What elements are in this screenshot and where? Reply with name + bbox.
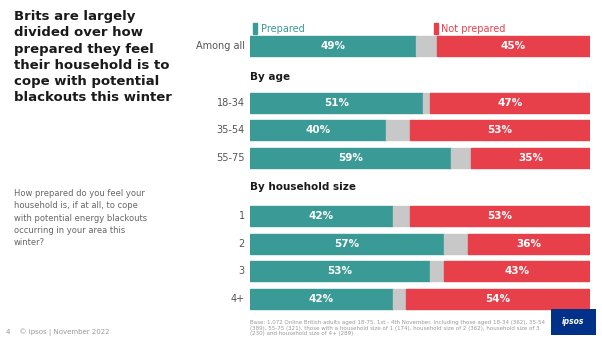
- Bar: [417, 36, 437, 56]
- Text: Among all: Among all: [196, 41, 245, 51]
- Text: 1: 1: [238, 211, 245, 221]
- Bar: [250, 234, 444, 254]
- Bar: [253, 23, 257, 34]
- Bar: [437, 36, 590, 56]
- Text: 2: 2: [238, 239, 245, 249]
- Text: 53%: 53%: [488, 125, 512, 135]
- Bar: [393, 206, 410, 226]
- Bar: [410, 206, 590, 226]
- Text: Brits are largely
divided over how
prepared they feel
their household is to
cope: Brits are largely divided over how prepa…: [14, 10, 172, 104]
- Bar: [393, 289, 406, 309]
- Text: 3: 3: [238, 266, 245, 276]
- Text: 4    © Ipsos | November 2022: 4 © Ipsos | November 2022: [6, 329, 110, 336]
- Bar: [406, 289, 590, 309]
- Text: 35-54: 35-54: [217, 125, 245, 135]
- Text: 36%: 36%: [517, 239, 541, 249]
- Bar: [430, 93, 590, 113]
- Text: 43%: 43%: [504, 266, 529, 276]
- Text: Prepared: Prepared: [261, 24, 305, 34]
- Text: 54%: 54%: [486, 294, 510, 304]
- Text: 42%: 42%: [309, 294, 334, 304]
- Text: Base: 1,072 Online British adults aged 18-75, 1st - 4th November. Including thos: Base: 1,072 Online British adults aged 1…: [250, 320, 545, 336]
- Text: 4+: 4+: [231, 294, 245, 304]
- Text: Not prepared: Not prepared: [441, 24, 505, 34]
- Text: 53%: 53%: [327, 266, 352, 276]
- Text: 35%: 35%: [518, 153, 543, 163]
- Text: 59%: 59%: [338, 153, 362, 163]
- Text: 55-75: 55-75: [216, 153, 245, 163]
- Bar: [250, 206, 393, 226]
- Text: How prepared do you feel your
household is, if at all, to cope
with potential en: How prepared do you feel your household …: [14, 189, 147, 247]
- Bar: [250, 148, 450, 168]
- Bar: [450, 148, 471, 168]
- Bar: [471, 148, 590, 168]
- Text: 18-34: 18-34: [217, 98, 245, 108]
- Bar: [410, 120, 590, 140]
- Text: By household size: By household size: [250, 182, 356, 192]
- Bar: [444, 234, 468, 254]
- Text: 47%: 47%: [497, 98, 523, 108]
- Text: 45%: 45%: [501, 41, 526, 51]
- Text: ipsos: ipsos: [562, 317, 585, 327]
- Bar: [250, 289, 393, 309]
- Bar: [468, 234, 590, 254]
- Text: 40%: 40%: [305, 125, 330, 135]
- Bar: [444, 261, 590, 281]
- Text: 51%: 51%: [324, 98, 349, 108]
- Bar: [250, 261, 430, 281]
- Bar: [250, 36, 417, 56]
- Bar: [386, 120, 410, 140]
- Bar: [250, 93, 423, 113]
- Text: 42%: 42%: [309, 211, 334, 221]
- Bar: [423, 93, 430, 113]
- Text: 49%: 49%: [321, 41, 346, 51]
- Bar: [250, 120, 386, 140]
- Text: 53%: 53%: [488, 211, 512, 221]
- Bar: [433, 23, 438, 34]
- Text: By age: By age: [250, 72, 290, 82]
- Text: 57%: 57%: [334, 239, 359, 249]
- Bar: [430, 261, 444, 281]
